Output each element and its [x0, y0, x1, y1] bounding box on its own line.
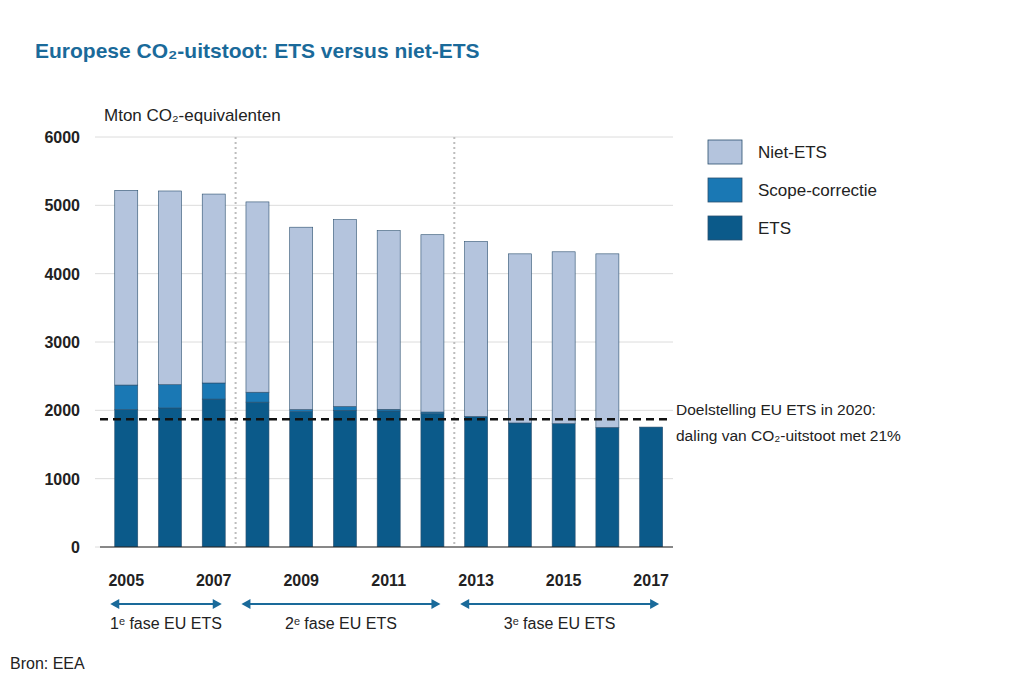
bar-segment [246, 202, 269, 392]
title: Europese CO₂-uitstoot: ETS versus niet-E… [35, 39, 480, 62]
arrow-head [213, 599, 222, 609]
phase-label: 2ᵉ fase EU ETS [285, 615, 397, 632]
arrow-head [110, 599, 119, 609]
bar-segment [333, 220, 356, 407]
grid-line [95, 137, 673, 138]
bar-segment [552, 252, 575, 424]
bar-segment [115, 190, 138, 385]
arrow-head [241, 599, 250, 609]
bar-segment [465, 242, 488, 417]
annotation-text: daling van CO₂-uitstoot met 21% [676, 427, 901, 444]
bar-segment [377, 231, 400, 410]
bar-segment [290, 412, 313, 547]
phase-label: 3ᵉ fase EU ETS [504, 615, 616, 632]
y-tick-label: 5000 [44, 197, 80, 214]
bar-segment [202, 399, 225, 547]
bars [115, 190, 663, 547]
bar-segment [377, 411, 400, 547]
bar-segment [333, 407, 356, 411]
legend-label: Scope-correctie [758, 181, 877, 200]
bar-segment [421, 235, 444, 412]
bar-segment [333, 410, 356, 547]
grid [95, 137, 673, 547]
bar-segment [158, 191, 181, 385]
phase-separator [453, 137, 455, 547]
y-tick-label: 6000 [44, 129, 80, 146]
bar-segment [508, 254, 531, 423]
bar-segment [596, 254, 619, 428]
legend-label: ETS [758, 219, 791, 238]
x-tick-label: 2011 [371, 572, 406, 589]
bar-segment [640, 427, 663, 547]
legend: Niet-ETS Scope-correctie ETS [708, 140, 877, 240]
y-tick-label: 4000 [44, 266, 80, 283]
legend-swatch [708, 178, 742, 202]
bar-segment [246, 392, 269, 402]
x-tick-label: 2009 [283, 572, 319, 589]
source: Bron: EEA [10, 655, 85, 672]
legend-swatch [708, 140, 742, 164]
x-tick-label: 2013 [458, 572, 494, 589]
x-axis-line [100, 546, 673, 547]
bar-segment [421, 414, 444, 547]
bar-segment [508, 423, 531, 547]
target-line [100, 418, 668, 421]
bar-segment [115, 385, 138, 410]
x-tick-label: 2005 [108, 572, 144, 589]
phase-separator [235, 137, 237, 547]
bar-segment [552, 424, 575, 547]
phase-separators [236, 137, 455, 547]
arrow-head [431, 599, 440, 609]
phase-label: 1ᵉ fase EU ETS [110, 615, 222, 632]
bar-segment [158, 408, 181, 547]
y-tick-label: 0 [71, 539, 80, 556]
phases: 1ᵉ fase EU ETS 2ᵉ fase EU ETS 3ᵉ fase EU E… [110, 599, 659, 632]
arrow-head [650, 599, 659, 609]
bar-segment [246, 402, 269, 547]
x-tick-label: 2007 [196, 572, 232, 589]
legend-label: Niet-ETS [758, 143, 827, 162]
grid-line [95, 547, 673, 548]
bar-segment [465, 416, 488, 547]
x-tick-label: 2015 [546, 572, 582, 589]
bar-segment [202, 383, 225, 399]
legend-swatch [708, 216, 742, 240]
bar-segment [202, 194, 225, 383]
y-tick-label: 3000 [44, 334, 80, 351]
bar-segment [290, 410, 313, 412]
y-tick-label: 2000 [44, 402, 80, 419]
phase-arrow [112, 603, 219, 605]
arrow-head [460, 599, 469, 609]
y-tick-label: 1000 [44, 471, 80, 488]
x-tick-label: 2017 [633, 572, 669, 589]
bar-segment [596, 427, 619, 547]
bar-segment [115, 410, 138, 547]
bar-segment [290, 227, 313, 409]
chart: Europese CO₂-uitstoot: ETS versus niet-E… [0, 0, 1024, 684]
phase-arrow [243, 603, 438, 605]
y-axis-label: Mton CO₂-equivalenten [104, 106, 281, 125]
phase-arrow [462, 603, 657, 605]
annotation-text: Doelstelling EU ETS in 2020: [676, 401, 876, 418]
bar-segment [158, 385, 181, 408]
